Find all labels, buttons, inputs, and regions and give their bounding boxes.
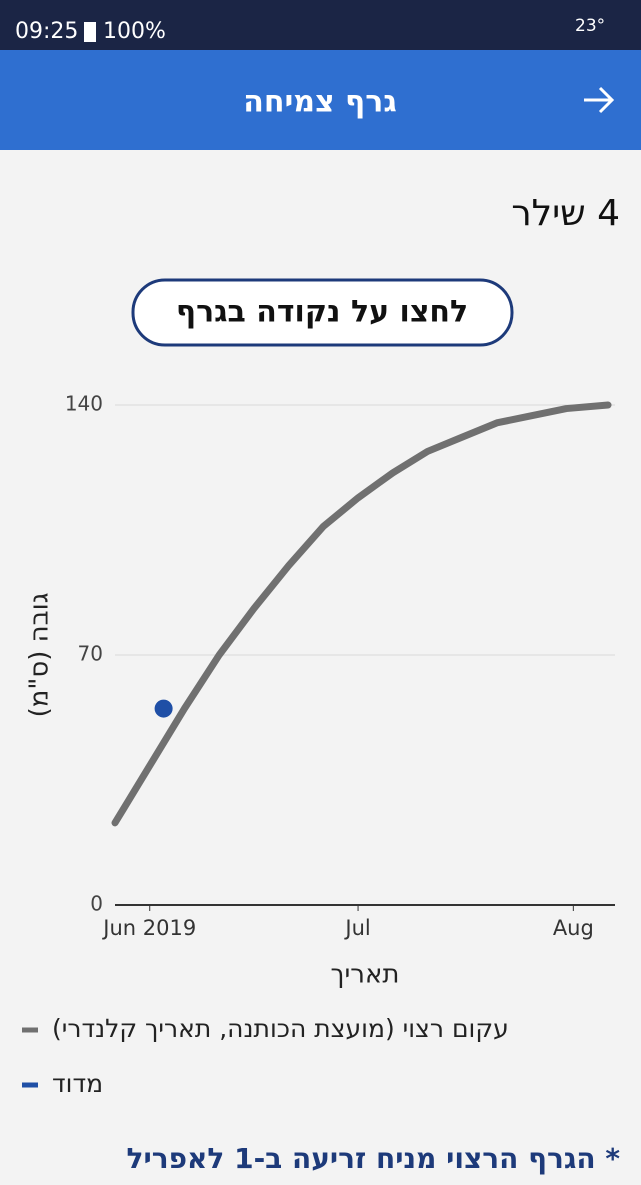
y-tick-label: 0 [90, 892, 103, 916]
footnote: * הגרף הרצוי מניח זריעה ב-1 לאפריל [127, 1142, 621, 1175]
screen: 09:25 100% 23° גרף צמיחה 4 שילר לחצו על … [0, 0, 641, 1185]
app-title: גרף צמיחה [243, 85, 397, 120]
status-battery: 100% [103, 19, 166, 44]
background [0, 0, 641, 1185]
battery-icon [84, 22, 96, 42]
data-point [155, 700, 173, 718]
y-tick-label: 140 [65, 392, 103, 416]
chart-title: 4 שילר [511, 193, 620, 234]
hint-button-label: לחצו על נקודה בגרף [176, 295, 468, 330]
legend-label: עקום רצוי (מועצת הכותנה, תאריך קלנדרי) [52, 1014, 509, 1043]
legend-label: מדוד [52, 1069, 103, 1098]
page: 09:25 100% 23° גרף צמיחה 4 שילר לחצו על … [0, 0, 641, 1185]
status-time: 09:25 [15, 19, 78, 44]
y-axis-title: גובה (ס"מ) [25, 593, 55, 718]
x-tick-label: Jul [343, 916, 370, 940]
x-tick-label: Aug [553, 916, 594, 940]
status-temperature: 23° [575, 16, 605, 36]
x-axis-title: תאריך [331, 960, 400, 990]
y-tick-label: 70 [78, 642, 103, 666]
x-tick-label: Jun 2019 [101, 916, 196, 940]
status-bar [0, 0, 641, 50]
